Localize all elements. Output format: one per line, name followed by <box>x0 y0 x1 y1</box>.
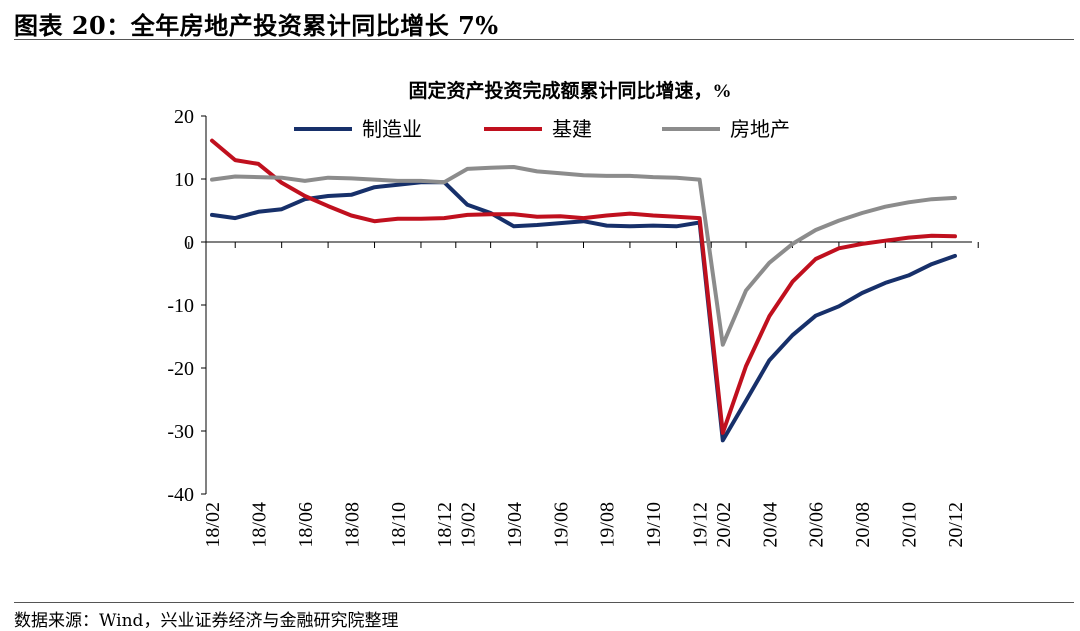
x-tick-label: 18/06 <box>295 502 317 548</box>
x-tick-label: 18/10 <box>388 502 410 548</box>
chart-axes: -40-30-20-100102018/0218/0418/0618/0818/… <box>167 106 979 548</box>
footer-divider <box>14 602 1074 603</box>
x-tick-label: 20/12 <box>945 502 967 548</box>
x-tick-label: 19/08 <box>597 502 619 548</box>
x-tick-label: 19/10 <box>643 502 665 548</box>
x-tick-label: 18/02 <box>202 502 224 548</box>
x-tick-label: 18/12 <box>434 502 456 548</box>
header-divider <box>14 39 1074 40</box>
y-tick-label: -20 <box>167 358 194 380</box>
x-tick-label: 19/06 <box>550 502 572 548</box>
legend-label: 制造业 <box>362 118 422 141</box>
x-tick-label: 19/12 <box>690 502 712 548</box>
series-line-3 <box>210 165 957 347</box>
x-tick-label: 20/10 <box>899 502 921 548</box>
chart-legend: 制造业 基建 房地产 <box>294 118 790 141</box>
legend-label: 房地产 <box>730 118 790 141</box>
x-tick-label: 19/04 <box>504 502 526 548</box>
y-tick-label: -30 <box>167 421 194 443</box>
chart-title: 固定资产投资完成额累计同比增速，% <box>408 79 731 102</box>
legend-label: 基建 <box>552 118 592 141</box>
y-tick-label: 10 <box>174 169 194 191</box>
figure-source: 数据来源：Wind，兴业证券经济与金融研究院整理 <box>14 611 399 631</box>
x-tick-label: 20/04 <box>759 502 781 548</box>
chart-series <box>210 138 957 443</box>
x-tick-label: 20/02 <box>713 502 735 548</box>
x-tick-label: 18/08 <box>341 502 363 548</box>
figure-header: 图表 20：全年房地产投资累计同比增长 7% <box>14 11 499 40</box>
series-line-1 <box>210 180 957 443</box>
x-tick-label: 20/06 <box>806 502 828 548</box>
x-tick-label: 20/08 <box>852 502 874 548</box>
x-tick-label: 19/02 <box>457 502 479 548</box>
y-tick-label: -10 <box>167 295 194 317</box>
y-tick-label: 20 <box>174 106 194 128</box>
y-tick-label: -40 <box>167 484 194 506</box>
x-tick-label: 18/04 <box>248 502 270 548</box>
series-line-2 <box>210 138 957 435</box>
